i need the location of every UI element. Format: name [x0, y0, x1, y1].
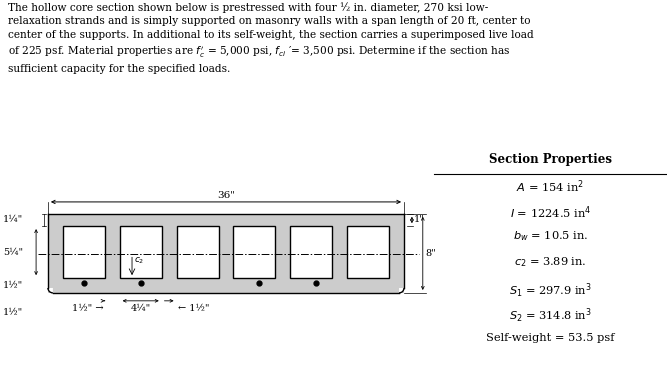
Text: 4¼": 4¼"	[131, 304, 151, 313]
Text: Section Properties: Section Properties	[489, 153, 612, 166]
Text: $S_1$ = 297.9 in$^3$: $S_1$ = 297.9 in$^3$	[509, 281, 592, 300]
Bar	[290, 226, 332, 278]
Bar	[347, 226, 389, 278]
Bar	[177, 226, 219, 278]
Text: $A$ = 154 in$^2$: $A$ = 154 in$^2$	[516, 178, 584, 195]
Text: 1": 1"	[414, 216, 425, 224]
Text: 1½": 1½"	[3, 281, 23, 290]
Text: $c_2$ = 3.89 in.: $c_2$ = 3.89 in.	[514, 255, 586, 269]
Bar	[48, 214, 404, 293]
Text: Self-weight = 53.5 psf: Self-weight = 53.5 psf	[486, 333, 614, 343]
Text: The hollow core section shown below is prestressed with four ½ in. diameter, 270: The hollow core section shown below is p…	[8, 2, 534, 74]
Text: 5¼": 5¼"	[3, 247, 23, 257]
Bar	[119, 226, 161, 278]
Text: ← 1½": ← 1½"	[177, 304, 209, 313]
Bar	[233, 226, 275, 278]
Wedge shape	[399, 288, 404, 293]
Text: 36": 36"	[217, 191, 235, 200]
Text: 1½" →: 1½" →	[72, 304, 104, 313]
Text: $S_2$ = 314.8 in$^3$: $S_2$ = 314.8 in$^3$	[509, 307, 592, 326]
Bar	[63, 226, 105, 278]
Text: 1¼": 1¼"	[3, 215, 23, 224]
Text: $c_2$: $c_2$	[134, 256, 144, 266]
Text: $I$ = 1224.5 in$^4$: $I$ = 1224.5 in$^4$	[510, 204, 591, 221]
Text: $b_w$ = 10.5 in.: $b_w$ = 10.5 in.	[513, 230, 588, 243]
Text: 8": 8"	[426, 249, 436, 258]
Text: 1½": 1½"	[3, 308, 23, 317]
Wedge shape	[48, 288, 53, 293]
